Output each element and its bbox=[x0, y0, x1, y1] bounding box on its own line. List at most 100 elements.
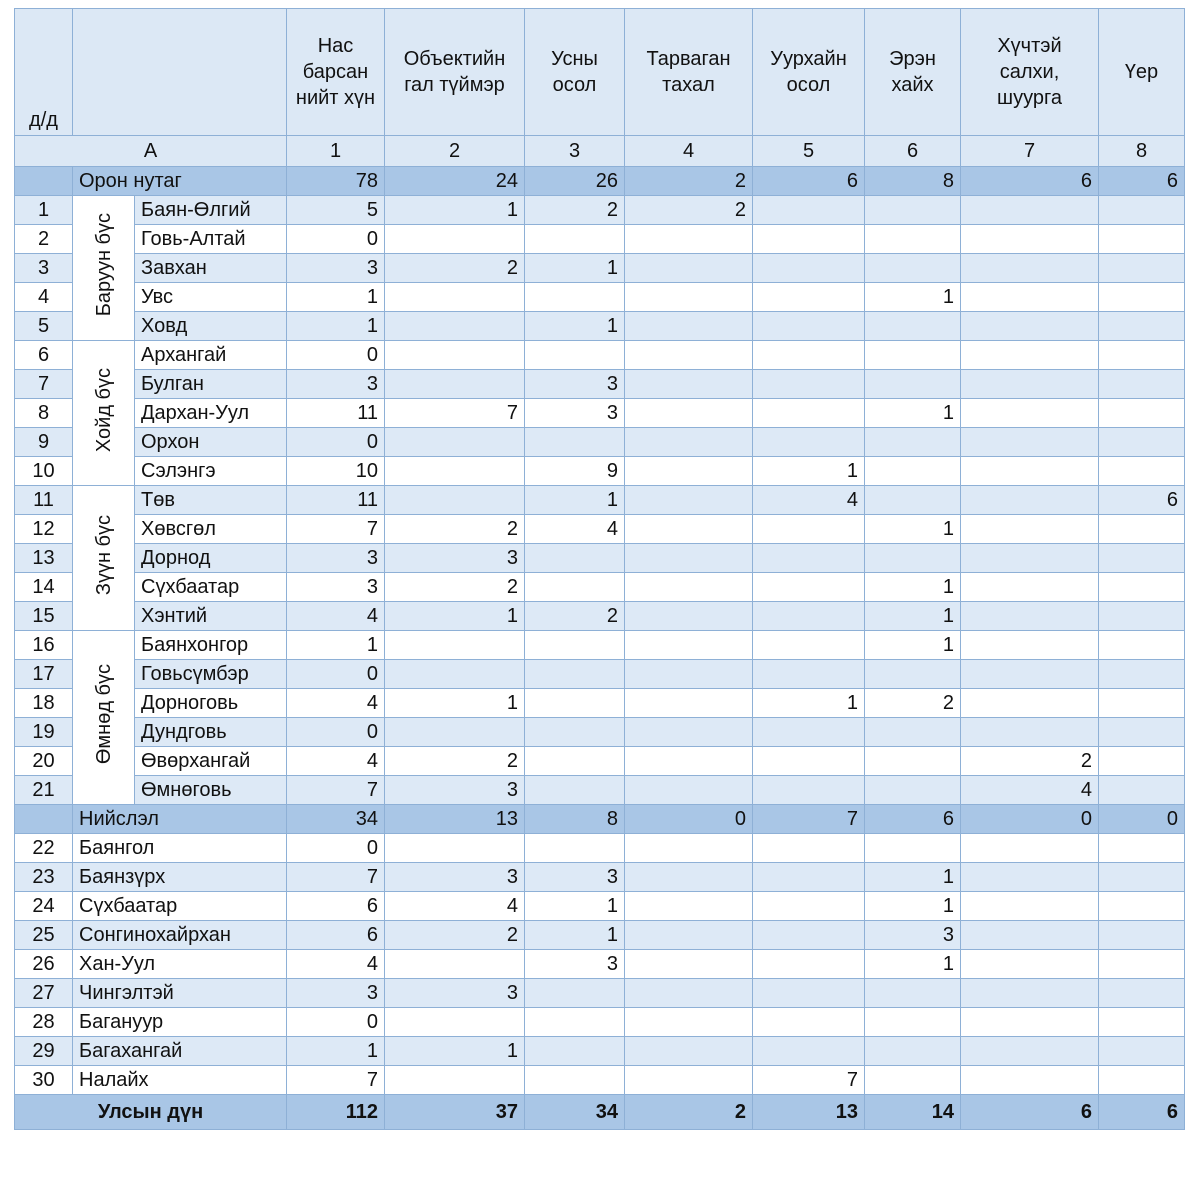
column-header: Усны осол bbox=[524, 8, 625, 136]
value-cell: 3 bbox=[286, 369, 385, 399]
value-cell: 6 bbox=[960, 166, 1099, 196]
value-cell: 24 bbox=[384, 166, 525, 196]
value-cell: 0 bbox=[286, 427, 385, 457]
value-cell bbox=[524, 1036, 625, 1066]
row-number: 12 bbox=[14, 514, 73, 544]
data-row: 26 Хан-Уул 4 3 1 bbox=[14, 949, 1185, 979]
value-cell bbox=[752, 920, 865, 950]
value-cell bbox=[524, 775, 625, 805]
value-cell bbox=[864, 775, 961, 805]
row-number: 25 bbox=[14, 920, 73, 950]
value-cell: 1 bbox=[864, 862, 961, 892]
value-cell bbox=[752, 717, 865, 747]
value-cell bbox=[1098, 978, 1185, 1008]
row-number: 2 bbox=[14, 224, 73, 254]
value-cell bbox=[960, 659, 1099, 689]
value-cell: 9 bbox=[524, 456, 625, 486]
row-name: Дорнод bbox=[134, 543, 287, 573]
value-cell bbox=[864, 746, 961, 776]
value-cell: 3 bbox=[864, 920, 961, 950]
group-cell: Зүүн бүс bbox=[72, 485, 135, 631]
value-cell: 1 bbox=[384, 688, 525, 718]
value-cell bbox=[752, 891, 865, 921]
value-cell: 3 bbox=[524, 949, 625, 979]
table-header: д/д Нас барсан нийт хүн Объектийн гал түй… bbox=[14, 8, 1185, 167]
column-header: Үер bbox=[1098, 8, 1185, 136]
value-cell bbox=[960, 195, 1099, 225]
column-number: 7 bbox=[960, 135, 1099, 167]
value-cell bbox=[524, 833, 625, 863]
value-cell: 3 bbox=[524, 369, 625, 399]
row-number: 1 bbox=[14, 195, 73, 225]
value-cell: 7 bbox=[752, 804, 865, 834]
value-cell: 1 bbox=[864, 282, 961, 312]
value-cell: 7 bbox=[384, 398, 525, 428]
value-cell: 6 bbox=[286, 891, 385, 921]
total-label: Улсын дүн bbox=[14, 1094, 287, 1130]
value-cell: 0 bbox=[960, 804, 1099, 834]
value-cell bbox=[1098, 282, 1185, 312]
data-row: 8 Дархан-Уул 11 7 3 1 bbox=[14, 398, 1185, 428]
data-row: 9 Орхон 0 bbox=[14, 427, 1185, 457]
value-cell: 14 bbox=[864, 1094, 961, 1130]
value-cell bbox=[1098, 1036, 1185, 1066]
data-row: 20 Өвөрхангай 4 2 2 bbox=[14, 746, 1185, 776]
value-cell bbox=[960, 891, 1099, 921]
value-cell: 6 bbox=[286, 920, 385, 950]
value-cell: 2 bbox=[384, 920, 525, 950]
value-cell bbox=[864, 369, 961, 399]
value-cell: 7 bbox=[286, 862, 385, 892]
row-number: 29 bbox=[14, 1036, 73, 1066]
value-cell bbox=[524, 282, 625, 312]
value-cell: 4 bbox=[286, 601, 385, 631]
row-name: Завхан bbox=[134, 253, 287, 283]
value-cell bbox=[1098, 1007, 1185, 1037]
value-cell bbox=[960, 978, 1099, 1008]
value-cell bbox=[624, 543, 753, 573]
row-number: 8 bbox=[14, 398, 73, 428]
row-name: Баян-Өлгий bbox=[134, 195, 287, 225]
row-number: 26 bbox=[14, 949, 73, 979]
value-cell: 6 bbox=[752, 166, 865, 196]
data-row: 3 Завхан 3 2 1 bbox=[14, 253, 1185, 283]
row-name: Сонгинохайрхан bbox=[72, 920, 287, 950]
value-cell bbox=[752, 949, 865, 979]
value-cell bbox=[624, 311, 753, 341]
value-cell bbox=[752, 253, 865, 283]
value-cell bbox=[960, 572, 1099, 602]
value-cell: 8 bbox=[864, 166, 961, 196]
row-name: Орхон bbox=[134, 427, 287, 457]
value-cell bbox=[384, 224, 525, 254]
value-cell bbox=[524, 659, 625, 689]
value-cell: 2 bbox=[524, 195, 625, 225]
header-blank bbox=[72, 8, 287, 136]
row-name: Хэнтий bbox=[134, 601, 287, 631]
value-cell: 1 bbox=[864, 630, 961, 660]
value-cell: 0 bbox=[286, 659, 385, 689]
value-cell bbox=[864, 1065, 961, 1095]
value-cell bbox=[864, 1036, 961, 1066]
column-header: Нас барсан нийт хүн bbox=[286, 8, 385, 136]
data-row: 12 Хөвсгөл 7 2 4 1 bbox=[14, 514, 1185, 544]
value-cell bbox=[960, 1036, 1099, 1066]
column-number: 3 bbox=[524, 135, 625, 167]
value-cell: 26 bbox=[524, 166, 625, 196]
row-number: 6 bbox=[14, 340, 73, 370]
value-cell bbox=[624, 369, 753, 399]
column-header: Хүчтэй салхи, шуурга bbox=[960, 8, 1099, 136]
value-cell: 2 bbox=[384, 572, 525, 602]
value-cell bbox=[1098, 949, 1185, 979]
data-table: д/д Нас барсан нийт хүн Объектийн гал түй… bbox=[14, 8, 1185, 1130]
value-cell: 0 bbox=[624, 804, 753, 834]
value-cell: 10 bbox=[286, 456, 385, 486]
value-cell bbox=[960, 1065, 1099, 1095]
value-cell: 2 bbox=[960, 746, 1099, 776]
value-cell: 6 bbox=[1098, 166, 1185, 196]
value-cell: 34 bbox=[524, 1094, 625, 1130]
row-name: Ховд bbox=[134, 311, 287, 341]
value-cell bbox=[960, 514, 1099, 544]
value-cell: 13 bbox=[752, 1094, 865, 1130]
value-cell: 1 bbox=[286, 282, 385, 312]
value-cell bbox=[624, 572, 753, 602]
row-name: Дорноговь bbox=[134, 688, 287, 718]
